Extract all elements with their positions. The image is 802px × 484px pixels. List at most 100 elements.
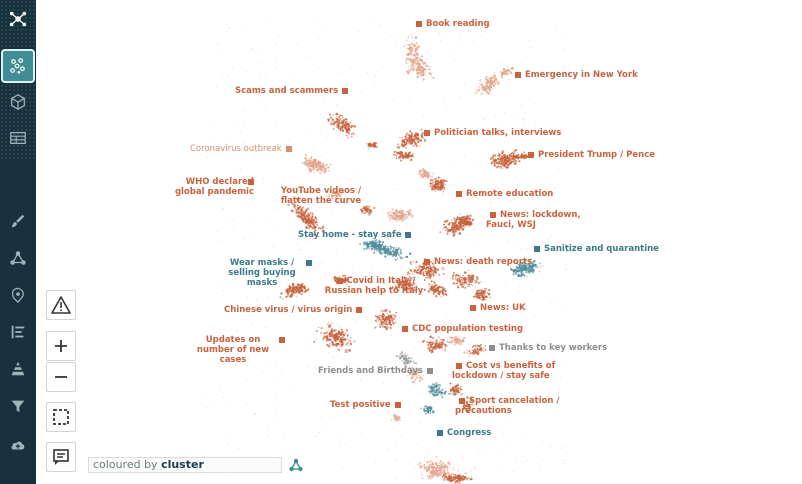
- data-point[interactable]: [472, 285, 474, 287]
- data-point[interactable]: [439, 186, 442, 188]
- data-point[interactable]: [439, 181, 442, 184]
- data-point[interactable]: [253, 158, 255, 160]
- data-point[interactable]: [304, 163, 307, 166]
- data-point[interactable]: [387, 254, 389, 256]
- data-point[interactable]: [469, 214, 472, 217]
- data-point[interactable]: [380, 309, 383, 312]
- data-point[interactable]: [328, 170, 330, 172]
- data-point[interactable]: [340, 126, 343, 128]
- data-point[interactable]: [406, 211, 409, 213]
- data-point[interactable]: [396, 189, 398, 190]
- data-point[interactable]: [528, 271, 531, 274]
- data-point[interactable]: [440, 473, 442, 475]
- data-point[interactable]: [209, 124, 211, 126]
- data-point[interactable]: [404, 352, 406, 354]
- data-point[interactable]: [460, 96, 462, 98]
- data-point[interactable]: [436, 288, 438, 291]
- data-point[interactable]: [396, 37, 398, 39]
- data-point[interactable]: [283, 177, 284, 179]
- sidebar-item-graph[interactable]: [0, 241, 36, 275]
- data-point[interactable]: [485, 76, 488, 79]
- data-point[interactable]: [481, 88, 483, 90]
- data-point[interactable]: [410, 67, 413, 71]
- data-point[interactable]: [435, 388, 438, 391]
- data-point[interactable]: [396, 251, 399, 254]
- data-point[interactable]: [456, 216, 459, 219]
- data-point[interactable]: [442, 182, 445, 186]
- data-point[interactable]: [309, 225, 313, 228]
- data-point[interactable]: [412, 380, 415, 384]
- data-point[interactable]: [339, 340, 341, 342]
- data-point[interactable]: [324, 172, 326, 174]
- data-point[interactable]: [329, 116, 333, 119]
- data-point[interactable]: [441, 348, 443, 350]
- data-point[interactable]: [383, 319, 386, 322]
- data-point[interactable]: [401, 253, 403, 255]
- data-point[interactable]: [435, 290, 437, 293]
- data-point[interactable]: [346, 119, 348, 121]
- data-point[interactable]: [484, 287, 488, 290]
- data-point[interactable]: [399, 267, 401, 269]
- data-point[interactable]: [395, 152, 398, 155]
- data-point[interactable]: [359, 208, 362, 211]
- data-point[interactable]: [398, 253, 401, 256]
- data-point[interactable]: [316, 221, 318, 224]
- data-point[interactable]: [368, 209, 372, 212]
- data-point[interactable]: [536, 266, 538, 269]
- data-point[interactable]: [413, 135, 415, 138]
- data-point[interactable]: [291, 202, 295, 205]
- data-point[interactable]: [229, 436, 231, 438]
- data-point[interactable]: [409, 261, 412, 264]
- data-point[interactable]: [309, 164, 311, 166]
- data-point[interactable]: [320, 327, 323, 330]
- data-point[interactable]: [421, 70, 425, 74]
- data-point[interactable]: [409, 360, 411, 363]
- data-point[interactable]: [504, 70, 507, 73]
- data-point[interactable]: [391, 252, 393, 254]
- data-point[interactable]: [513, 150, 516, 153]
- data-point[interactable]: [296, 198, 299, 201]
- data-point[interactable]: [347, 122, 350, 125]
- data-point[interactable]: [385, 321, 388, 323]
- data-point[interactable]: [415, 140, 417, 142]
- data-point[interactable]: [456, 225, 459, 229]
- data-point[interactable]: [463, 351, 466, 354]
- data-point[interactable]: [523, 261, 525, 263]
- data-point[interactable]: [296, 204, 299, 207]
- data-point[interactable]: [299, 292, 301, 294]
- data-point[interactable]: [411, 54, 413, 56]
- data-point[interactable]: [320, 334, 322, 336]
- data-point[interactable]: [318, 326, 320, 328]
- data-point[interactable]: [410, 33, 412, 36]
- data-point[interactable]: [504, 282, 506, 283]
- data-point[interactable]: [393, 251, 395, 253]
- data-point[interactable]: [505, 158, 507, 160]
- data-point[interactable]: [341, 345, 343, 348]
- data-point[interactable]: [469, 216, 471, 218]
- data-point[interactable]: [526, 263, 528, 265]
- data-point[interactable]: [360, 379, 361, 381]
- data-point[interactable]: [440, 339, 442, 341]
- data-point[interactable]: [406, 215, 408, 217]
- data-point[interactable]: [361, 207, 364, 210]
- data-point[interactable]: [372, 206, 376, 210]
- data-point[interactable]: [430, 351, 433, 354]
- data-point[interactable]: [516, 155, 519, 158]
- data-point[interactable]: [498, 468, 500, 470]
- data-point[interactable]: [387, 246, 389, 248]
- data-point[interactable]: [407, 41, 409, 43]
- data-point[interactable]: [482, 92, 484, 94]
- data-point[interactable]: [527, 268, 529, 270]
- data-point[interactable]: [426, 173, 429, 175]
- data-point[interactable]: [402, 140, 404, 142]
- data-point[interactable]: [477, 283, 479, 285]
- data-point[interactable]: [508, 392, 510, 394]
- data-point[interactable]: [397, 143, 399, 146]
- data-point[interactable]: [416, 74, 418, 76]
- data-point[interactable]: [399, 209, 402, 212]
- data-point[interactable]: [368, 205, 371, 208]
- data-point[interactable]: [497, 124, 499, 126]
- data-point[interactable]: [464, 83, 466, 85]
- data-point[interactable]: [407, 154, 409, 156]
- data-point[interactable]: [392, 209, 394, 211]
